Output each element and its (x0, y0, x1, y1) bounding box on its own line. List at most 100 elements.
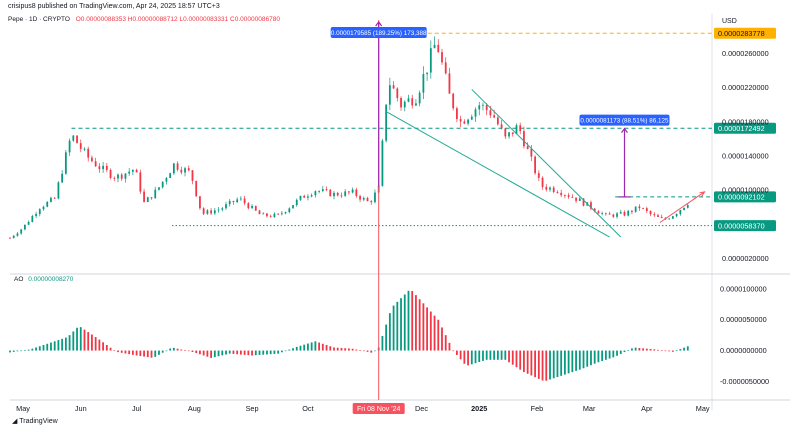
candle-body (251, 205, 253, 209)
candle-body (627, 210, 630, 216)
ao-bar (631, 348, 633, 351)
candle-body (504, 128, 507, 137)
candle-body (534, 156, 537, 174)
ao-bar (433, 315, 436, 351)
candle-body (638, 206, 641, 209)
candle-body (385, 104, 388, 141)
candle-body (53, 197, 56, 199)
ao-bar (310, 342, 313, 351)
candle-body (392, 85, 395, 89)
candle-body (344, 191, 347, 196)
candle-body (500, 124, 503, 129)
candle-body (355, 189, 358, 196)
candle-body (549, 187, 551, 190)
ao-bar (225, 350, 227, 355)
ao-indicator-label[interactable]: AO 0.00000008270 (14, 276, 73, 283)
ao-bar (552, 350, 555, 379)
candle-body (46, 201, 49, 207)
ao-bar (426, 307, 429, 351)
ao-bar (135, 350, 138, 356)
candle-body (202, 208, 205, 214)
ao-bar (485, 350, 488, 360)
price-level-tag (714, 122, 776, 134)
candle-body (139, 172, 142, 192)
ao-bar (83, 329, 86, 351)
ao-bar (388, 313, 391, 351)
ao-name[interactable]: AO (14, 276, 24, 283)
candle-body (657, 215, 659, 217)
ao-bar (199, 350, 201, 355)
ao-bar (586, 350, 589, 367)
candle-body (683, 207, 685, 211)
time-tick-label: Jul (132, 404, 142, 413)
candle-body (12, 235, 15, 238)
candle-body (117, 174, 119, 179)
ao-bar (146, 350, 149, 358)
candle-body (184, 168, 186, 173)
symbol-name[interactable]: Pepe · 1D · CRYPTO (8, 16, 70, 23)
ao-bar (549, 350, 551, 380)
ao-bar (429, 311, 432, 351)
time-tick-label: Aug (188, 404, 201, 413)
wedge-trendline (471, 89, 622, 238)
ao-bar (541, 350, 544, 381)
candle-body (400, 98, 402, 108)
ao-bar (251, 350, 253, 356)
candle-body (217, 209, 220, 211)
candle-body (619, 212, 622, 214)
candle-body (321, 189, 324, 192)
candle-body (489, 110, 492, 116)
ao-bar (206, 350, 209, 357)
measure-text-2: 0.0000081173 (88.51%) 86,125 (580, 118, 669, 125)
candle-body (169, 173, 172, 179)
candle-body (515, 125, 518, 135)
tradingview-logo-text: TradingView (19, 418, 58, 425)
tradingview-logo[interactable]: ◢ TradingView (12, 417, 58, 425)
time-tick-label: Mar (583, 404, 596, 413)
candle-body (158, 187, 160, 190)
ao-bar (46, 343, 49, 351)
price-level-tag-text: 0.0000058370 (718, 221, 765, 230)
candle-body (366, 198, 369, 202)
ao-bar (359, 350, 361, 351)
candle-body (165, 178, 168, 182)
ao-bar (68, 335, 71, 351)
ao-bar (195, 350, 198, 354)
candle-body (571, 196, 574, 198)
ao-bar (284, 350, 287, 352)
price-level-tag (714, 220, 776, 232)
ao-bar (266, 350, 268, 355)
ao-bar (418, 299, 421, 351)
ao-bar (381, 336, 384, 351)
ao-bar (601, 350, 604, 362)
candle-body (578, 198, 581, 201)
candle-body (567, 195, 570, 197)
time-tick-label: 2025 (471, 404, 487, 413)
ao-bar (563, 350, 566, 375)
candle-body (407, 98, 410, 102)
time-tick-label: Oct (302, 404, 313, 413)
candle-body (57, 182, 60, 199)
candle-body (105, 165, 108, 170)
ao-bar (180, 349, 183, 351)
candle-body (396, 88, 399, 99)
ao-bar (675, 350, 678, 352)
ao-bar (668, 350, 671, 352)
candle-body (239, 198, 242, 200)
candle-body (191, 170, 194, 181)
candle-body (38, 209, 41, 215)
candle-body (336, 192, 339, 196)
ao-bar (254, 350, 257, 356)
ao-bar (519, 350, 522, 370)
candle-body (601, 213, 604, 215)
candle-body (98, 166, 101, 170)
date-marker-tag (352, 403, 405, 414)
candle-body (161, 181, 164, 188)
symbol-legend[interactable]: Pepe · 1D · CRYPTO O0.00000088353 H0.000… (8, 16, 280, 23)
candle-body (593, 208, 596, 212)
ao-bar (634, 347, 637, 351)
candle-body (374, 192, 376, 203)
candle-body (552, 187, 555, 192)
candle-body (87, 148, 90, 158)
